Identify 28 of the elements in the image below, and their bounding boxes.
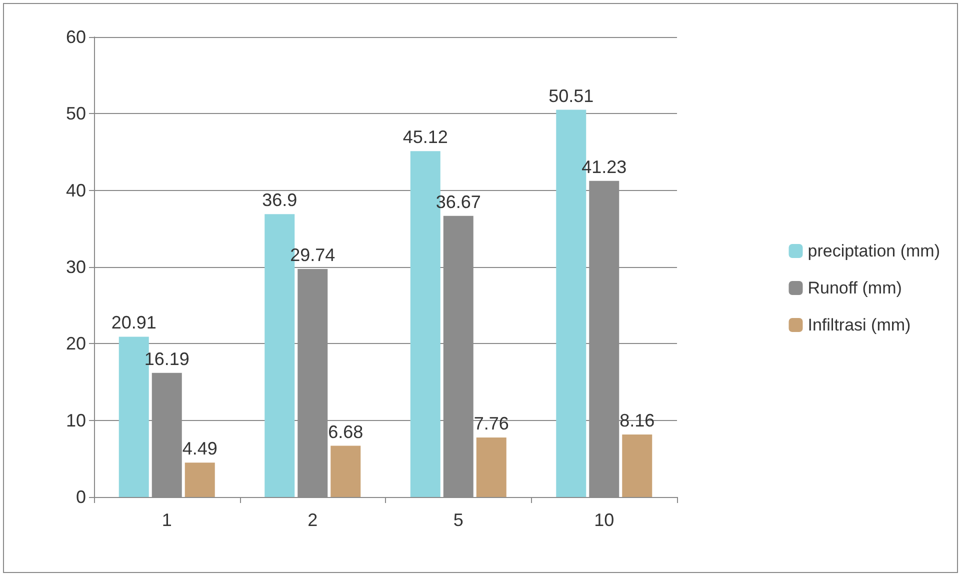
legend-label: Runoff (mm) xyxy=(808,278,902,298)
bar xyxy=(184,462,215,497)
data-label: 6.68 xyxy=(328,422,364,442)
bar xyxy=(476,438,506,497)
data-label: 16.19 xyxy=(144,348,190,369)
legend-label: Infiltrasi (mm) xyxy=(808,316,911,334)
legend-label: preciptation (mm) xyxy=(808,242,940,260)
data-label: 36.67 xyxy=(436,192,481,212)
data-label: 20.91 xyxy=(111,312,156,333)
y-tick-label: 0 xyxy=(76,487,86,507)
data-label: 45.12 xyxy=(402,127,448,148)
y-tick-label: 50 xyxy=(66,104,86,124)
y-tick-label: 10 xyxy=(66,410,86,430)
data-label: 29.74 xyxy=(290,244,336,265)
data-label: 41.23 xyxy=(582,156,627,177)
bar xyxy=(622,434,652,497)
x-tick-label: 2 xyxy=(308,510,318,530)
bar xyxy=(330,446,361,497)
data-label: 4.49 xyxy=(182,438,218,459)
x-tick-label: 10 xyxy=(594,510,614,530)
data-label: 36.9 xyxy=(262,190,298,210)
x-tick-label: 1 xyxy=(162,510,172,530)
y-tick-label: 60 xyxy=(66,27,86,47)
y-tick-label: 20 xyxy=(66,334,86,354)
data-label: 50.51 xyxy=(548,86,594,106)
x-tick-label: 5 xyxy=(453,510,464,530)
y-tick-label: 30 xyxy=(66,257,86,277)
y-tick-label: 40 xyxy=(66,180,86,200)
